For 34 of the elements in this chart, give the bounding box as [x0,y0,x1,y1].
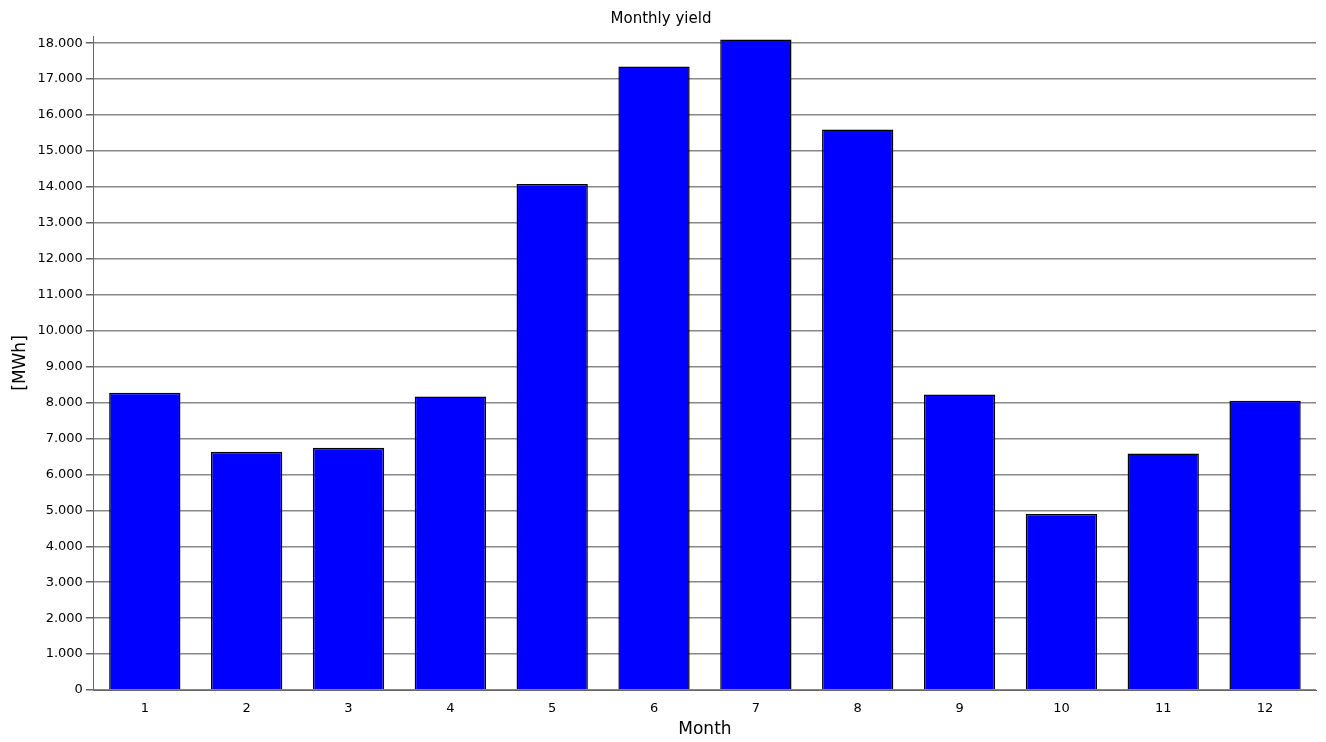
y-tick-label: 2.000 [45,609,83,625]
y-tick-label: 1.000 [45,645,83,661]
y-tick-label: 11.000 [37,286,83,302]
x-tick-label: 6 [649,700,659,716]
y-tick-label: 15.000 [37,142,83,158]
y-tick-label: 0 [74,681,83,697]
x-tick-label: 7 [751,700,761,716]
y-tick-label: 7.000 [45,429,83,445]
x-tick-label: 12 [1256,700,1274,716]
y-tick-label: 16.000 [37,106,83,122]
x-tick-label: 2 [242,700,251,716]
y-tick-label: 10.000 [37,322,83,338]
x-axis-title: Month [678,718,732,739]
y-tick-label: 5.000 [45,501,83,517]
x-tick-label: 9 [955,700,964,716]
y-tick-label: 13.000 [37,214,83,230]
x-tick-label: 5 [548,700,557,716]
x-tick-label: 8 [853,700,862,716]
y-tick-label: 6.000 [45,465,83,481]
y-tick-label: 17.000 [37,70,83,86]
chart-title: Monthly yield [610,8,712,27]
y-tick-label: 12.000 [37,250,83,266]
y-tick-label: 8.000 [45,393,83,409]
x-tick-label: 10 [1053,700,1070,716]
y-tick-label: 14.000 [37,178,83,194]
x-tick-label: 1 [140,700,149,716]
x-tick-label: 11 [1154,700,1172,716]
y-tick-label: 3.000 [45,573,83,589]
y-tick-label: 4.000 [45,537,83,553]
y-axis-title: [MWh] [8,335,29,391]
y-tick-label: 18.000 [37,34,83,50]
x-tick-label: 4 [446,700,455,716]
x-tick-label: 3 [344,700,353,716]
y-tick-label: 9.000 [45,357,83,373]
